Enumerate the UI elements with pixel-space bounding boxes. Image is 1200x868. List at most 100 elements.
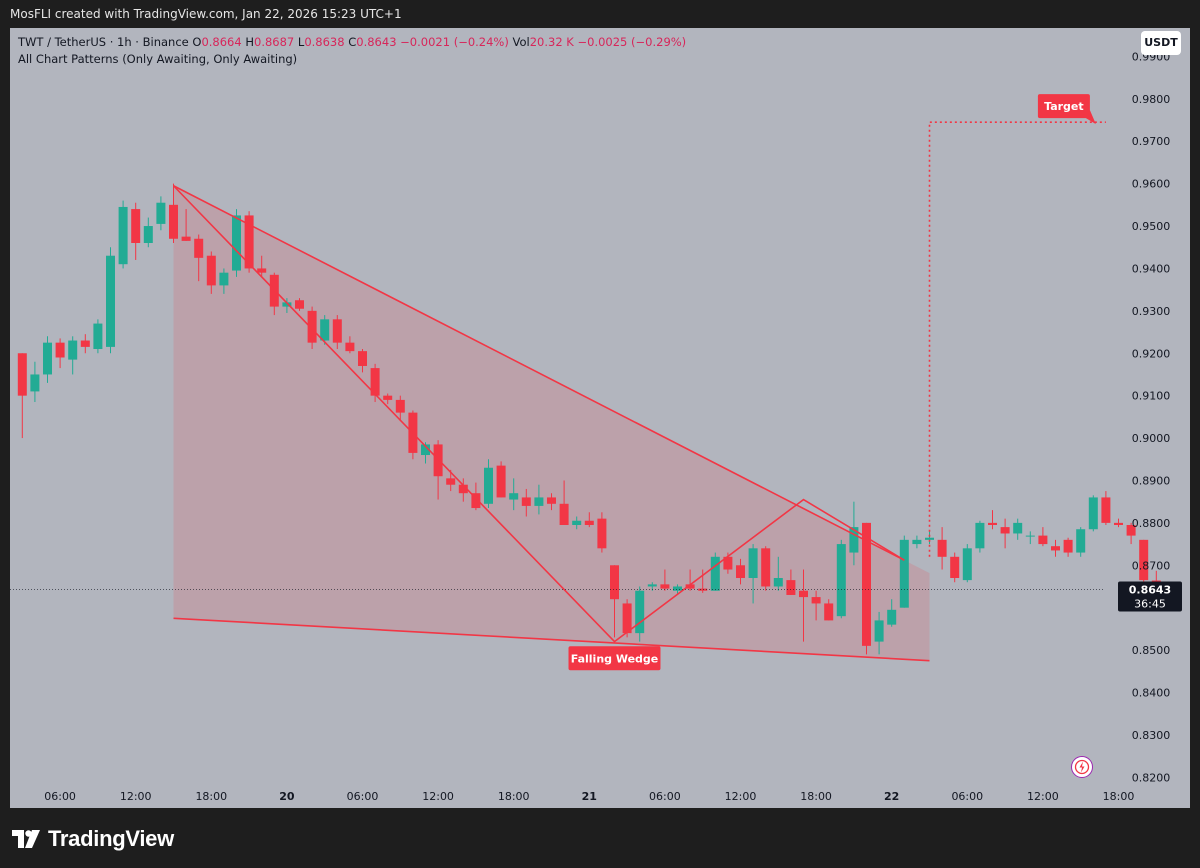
last-price-countdown: 36:45: [1134, 597, 1166, 610]
y-tick-label: 0.9600: [1132, 178, 1171, 191]
candle-body: [332, 319, 342, 343]
candle-body: [685, 584, 695, 589]
y-tick-label: 0.8700: [1132, 559, 1171, 572]
candle-body: [232, 215, 241, 271]
candle-body: [17, 353, 27, 396]
candle-body: [295, 300, 304, 309]
axis-layer: 0.99000.98000.97000.96000.95000.94000.93…: [44, 50, 1182, 803]
x-tick-label: 12:00: [120, 790, 152, 803]
candle-body: [257, 268, 267, 273]
candle-body: [673, 586, 682, 591]
y-tick-label: 0.8400: [1132, 686, 1171, 699]
target-label: [1037, 94, 1090, 119]
indicator-legend[interactable]: All Chart Patterns (Only Awaiting, Only …: [18, 52, 298, 66]
x-tick-label: 06:00: [951, 790, 983, 803]
wedge-fill: [173, 185, 930, 661]
candle-body: [383, 395, 393, 400]
pattern-layer: [173, 185, 930, 661]
candle-body: [219, 272, 229, 286]
candle-body: [622, 603, 632, 634]
candle-body: [849, 527, 859, 553]
candle-body: [950, 556, 960, 579]
candle-body: [1038, 535, 1048, 545]
y-tick-label: 0.9800: [1132, 93, 1171, 106]
candle-body: [1101, 497, 1111, 523]
volume-change: −0.0025 (−0.29%): [577, 35, 687, 49]
x-tick-label: 20: [279, 790, 295, 803]
x-tick-label: 18:00: [1103, 790, 1135, 803]
candle-body: [736, 565, 745, 579]
candle-body: [458, 484, 468, 494]
candle-body: [773, 578, 783, 587]
open-value: 0.8664: [201, 35, 242, 49]
candle-body: [496, 465, 506, 498]
ohlc-legend[interactable]: TWT / TetherUS · 1h · Binance O0.8664 H0…: [18, 35, 686, 49]
candle-body: [181, 236, 191, 241]
candle-body: [925, 537, 934, 540]
candle-body: [509, 493, 519, 500]
candle-body: [131, 209, 141, 243]
candle-body: [534, 497, 544, 506]
y-tick-label: 0.8900: [1132, 474, 1171, 487]
candle-body: [874, 620, 884, 642]
candle-body: [647, 584, 657, 587]
overlay-layer: Falling Wedge Target: [10, 94, 1106, 671]
low-label: L: [297, 35, 305, 49]
y-tick-label: 0.9300: [1132, 305, 1171, 318]
brand[interactable]: TradingView: [12, 826, 174, 852]
y-tick-label: 0.8300: [1132, 729, 1171, 742]
high-label: H: [245, 35, 254, 49]
credit-text: MosFLI created with TradingView.com, Jan…: [10, 7, 402, 21]
y-tick-label: 0.8200: [1132, 771, 1171, 784]
candle-body: [962, 548, 972, 581]
candle-body: [597, 518, 607, 549]
target-line: [928, 121, 1106, 557]
flash-icon[interactable]: [1071, 756, 1093, 778]
candle-body: [937, 539, 947, 557]
candle-body: [1063, 539, 1073, 553]
wedge-zigzag: [172, 185, 905, 643]
y-tick-label: 0.8800: [1132, 517, 1171, 530]
candle-body: [547, 497, 556, 504]
candle-body: [395, 399, 405, 413]
candle-body: [610, 565, 619, 600]
last-price-tag: [1118, 581, 1182, 612]
candle-body: [156, 202, 166, 224]
candle-body: [421, 444, 430, 456]
x-tick-label: 18:00: [195, 790, 227, 803]
candle-body: [206, 255, 216, 286]
falling-wedge-label: [568, 646, 661, 671]
candle-body: [912, 539, 922, 545]
x-tick-label: 06:00: [649, 790, 681, 803]
bottom-bar: TradingView: [0, 808, 1200, 868]
close-label: C: [348, 35, 357, 49]
candle-body: [799, 590, 808, 598]
open-label: O: [192, 35, 202, 49]
candle-body: [345, 342, 355, 352]
symbol-label[interactable]: TWT / TetherUS · 1h · Binance: [18, 35, 189, 49]
y-tick-label: 0.9400: [1132, 262, 1171, 275]
candle-body: [1013, 522, 1023, 534]
candle-body: [1139, 539, 1149, 581]
candle-body: [1000, 527, 1010, 534]
candle-body: [811, 597, 821, 604]
candle-body: [143, 226, 153, 243]
candle-body: [1051, 546, 1060, 551]
chart-frame[interactable]: Falling Wedge Target 0.9900 0.9800 0.9700 0.…: [10, 28, 1190, 808]
candle-body: [118, 206, 128, 265]
candle-body: [698, 588, 708, 591]
candle-body: [748, 548, 758, 579]
candle-body: [710, 556, 720, 591]
x-tick-label: 06:00: [44, 790, 76, 803]
candle-body: [723, 556, 733, 570]
candle-body: [55, 342, 65, 358]
candle-body: [887, 609, 897, 625]
candle-body: [80, 340, 90, 347]
x-tick-label: 18:00: [498, 790, 530, 803]
wedge-upper-line: [173, 185, 905, 561]
currency-button[interactable]: USDT: [1141, 31, 1181, 55]
y-tick-label: 0.9700: [1132, 135, 1171, 148]
candle-layer: [17, 183, 1161, 655]
x-tick-label: 06:00: [347, 790, 379, 803]
